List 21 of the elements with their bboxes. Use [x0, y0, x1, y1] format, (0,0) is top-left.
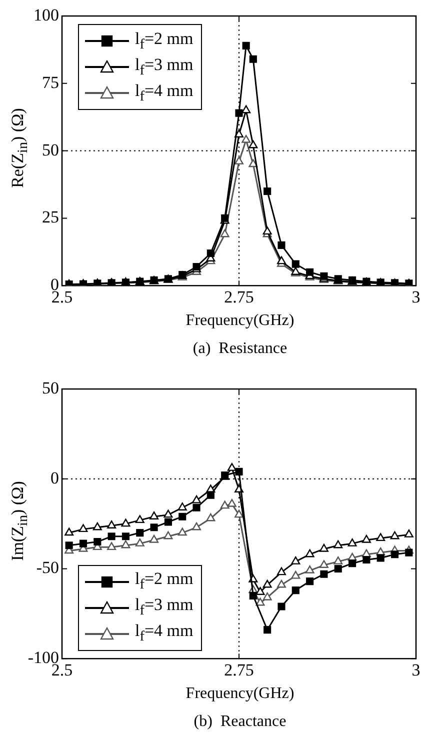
x-tick-label: 2.75: [224, 287, 254, 306]
y-tick-label: 0: [50, 468, 59, 488]
x-axis-title: Frequency(GHz): [186, 312, 294, 330]
y-tick-label: 100: [34, 5, 59, 24]
legend-label: l$_{f}$=4 mm: [135, 80, 194, 106]
text: (a) Resistance: [192, 340, 288, 358]
x-tick-label: 2.75: [224, 660, 254, 680]
y-tick-label: 25: [42, 208, 59, 227]
x-tick-label: 3: [412, 287, 420, 306]
legend-label: l$_{f}$=2 mm: [135, 28, 194, 54]
y-tick-label: -50: [36, 558, 59, 578]
y-tick-label: 50: [42, 140, 59, 160]
legend-label: l$_{f}$=3 mm: [135, 595, 194, 620]
text: (b) Reactance: [194, 713, 286, 731]
y-tick-label: 75: [42, 72, 59, 92]
legend-label: l$_{f}$=3 mm: [135, 54, 194, 80]
x-tick-label: 3: [412, 660, 420, 680]
legend-label: l$_{f}$=2 mm: [135, 569, 194, 594]
y-tick-label: 50: [42, 378, 59, 398]
legend-label: l$_{f}$=4 mm: [135, 621, 194, 646]
x-axis-title: Frequency(GHz): [186, 685, 294, 703]
